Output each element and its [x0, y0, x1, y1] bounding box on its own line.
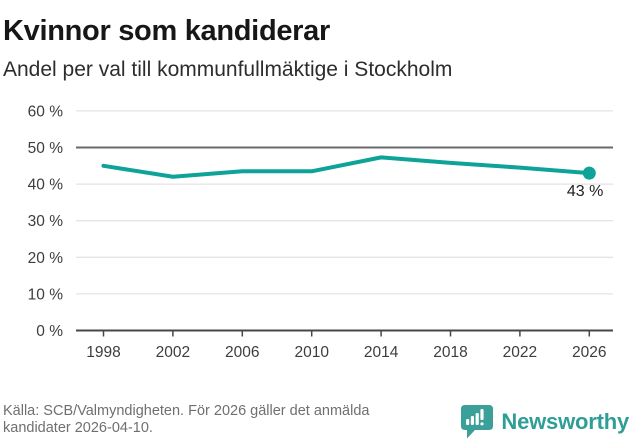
newsworthy-logo: Newsworthy	[460, 404, 629, 439]
x-axis-tick-label: 2022	[503, 344, 537, 361]
y-axis-tick-label: 30 %	[28, 213, 64, 230]
source-note-line1: Källa: SCB/Valmyndigheten. För 2026 gäll…	[3, 403, 370, 419]
y-axis-tick-label: 0 %	[36, 323, 63, 340]
x-axis-tick-label: 2014	[364, 344, 399, 361]
y-axis-tick-label: 60 %	[28, 103, 64, 120]
bar-chart-glyph	[466, 409, 485, 426]
end-value-label: 43 %	[567, 183, 603, 200]
y-axis-tick-label: 50 %	[28, 140, 64, 157]
chart-subtitle: Andel per val till kommunfullmäktige i S…	[3, 58, 453, 81]
y-axis-tick-label: 20 %	[28, 250, 64, 267]
end-point-marker	[582, 166, 596, 180]
x-axis-tick-label: 1998	[86, 344, 120, 361]
x-axis-tick-label: 2026	[572, 344, 606, 361]
y-axis-tick-label: 40 %	[28, 177, 64, 194]
source-note: Källa: SCB/Valmyndigheten. För 2026 gäll…	[3, 403, 473, 436]
x-axis-tick-label: 2006	[225, 344, 259, 361]
page-title: Kvinnor som kandiderar	[3, 15, 330, 48]
data-line	[101, 155, 592, 179]
x-axis-tick-label: 2010	[294, 344, 329, 361]
source-note-line2: kandidater 2026-04-10.	[3, 419, 153, 436]
y-axis-tick-label: 10 %	[28, 286, 64, 303]
x-axis-tick-label: 2002	[156, 344, 190, 361]
newsworthy-logo-text: Newsworthy	[501, 408, 629, 434]
newsworthy-logo-icon	[461, 405, 494, 439]
x-axis-tick-label: 2018	[433, 344, 467, 361]
